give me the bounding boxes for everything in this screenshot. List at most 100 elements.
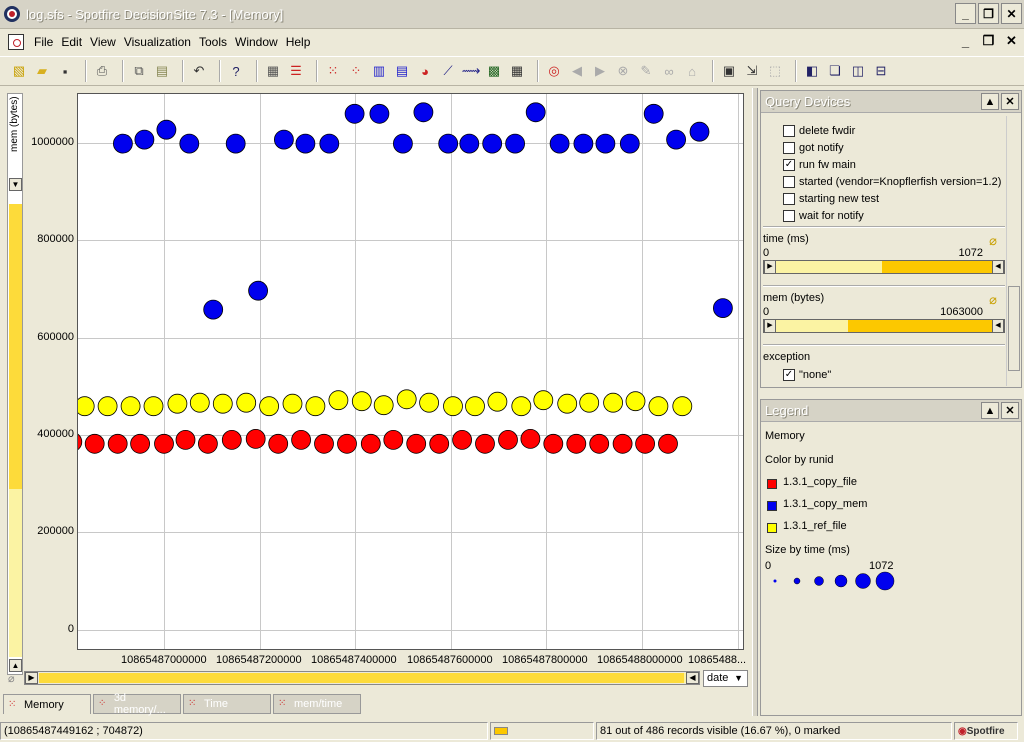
- data-point[interactable]: [438, 133, 459, 154]
- checkbox-row[interactable]: got notify: [783, 142, 844, 154]
- minimize-button[interactable]: _: [955, 3, 976, 24]
- list-icon[interactable]: ☰: [290, 63, 302, 78]
- pie-chart-icon[interactable]: ◕: [421, 63, 429, 79]
- home-icon[interactable]: ⌂: [688, 63, 696, 79]
- data-point[interactable]: [612, 433, 633, 454]
- data-point[interactable]: [573, 133, 594, 154]
- new-icon[interactable]: ▧: [12, 63, 26, 78]
- menu-help[interactable]: Help: [285, 35, 311, 49]
- document-icon[interactable]: [8, 34, 24, 50]
- data-point[interactable]: [203, 299, 224, 320]
- doc-restore-button[interactable]: ❐: [982, 33, 995, 48]
- data-point[interactable]: [520, 428, 541, 449]
- data-point[interactable]: [282, 393, 303, 414]
- data-point[interactable]: [273, 129, 294, 150]
- data-point[interactable]: [221, 429, 242, 450]
- link-icon[interactable]: ∞: [664, 63, 674, 79]
- data-point[interactable]: [648, 396, 669, 417]
- data-point[interactable]: [475, 433, 495, 454]
- query-devices-scrollbar[interactable]: [1006, 116, 1020, 386]
- data-point[interactable]: [351, 391, 372, 412]
- data-point[interactable]: [175, 429, 196, 450]
- cascade-icon[interactable]: ❏: [829, 63, 841, 78]
- tile-vertical-icon[interactable]: ◫: [851, 63, 865, 78]
- data-point[interactable]: [328, 390, 349, 411]
- data-point[interactable]: [713, 298, 733, 319]
- data-point[interactable]: [579, 392, 600, 413]
- checkbox[interactable]: ✓: [783, 369, 795, 381]
- data-point[interactable]: [291, 429, 312, 450]
- data-point[interactable]: [459, 133, 480, 154]
- scrollbar-thumb[interactable]: [1008, 286, 1020, 371]
- data-point[interactable]: [248, 280, 269, 301]
- data-point[interactable]: [197, 433, 218, 454]
- x-scroll-left-arrow[interactable]: ▶: [25, 672, 38, 684]
- tab-time[interactable]: ⁙ Time: [183, 694, 271, 714]
- data-point[interactable]: [113, 133, 133, 154]
- menu-edit[interactable]: Edit: [61, 35, 83, 49]
- legend-size-by[interactable]: Size by time (ms): [765, 544, 850, 556]
- print-icon[interactable]: ⎙: [96, 63, 108, 78]
- close-panel-button[interactable]: ✕: [1001, 93, 1019, 110]
- data-point[interactable]: [419, 392, 440, 413]
- collapse-button[interactable]: ▲: [981, 93, 999, 110]
- tile-horizontal-icon[interactable]: ⊟: [875, 63, 887, 78]
- checkbox[interactable]: [783, 125, 795, 137]
- paperclip-icon[interactable]: ⌀: [8, 673, 15, 685]
- collapse-button[interactable]: ▲: [981, 402, 999, 419]
- x-axis-selector[interactable]: date ▼: [703, 670, 748, 687]
- menu-tools[interactable]: Tools: [198, 35, 227, 49]
- data-point[interactable]: [525, 102, 546, 123]
- checkbox[interactable]: [783, 210, 795, 222]
- panel-splitter[interactable]: [752, 88, 758, 716]
- data-point[interactable]: [658, 433, 678, 454]
- data-point[interactable]: [443, 396, 463, 417]
- data-point[interactable]: [259, 396, 280, 417]
- data-point[interactable]: [635, 433, 655, 454]
- checkbox[interactable]: ✓: [783, 159, 795, 171]
- data-point[interactable]: [533, 390, 554, 411]
- data-point[interactable]: [589, 433, 610, 454]
- checkbox[interactable]: [783, 142, 795, 154]
- data-point[interactable]: [373, 395, 394, 416]
- data-point[interactable]: [595, 133, 616, 154]
- mem-range-slider[interactable]: ▶ ◀: [763, 319, 1005, 333]
- checkbox-row[interactable]: started (vendor=Knopflerfish version=1.2…: [783, 176, 1001, 188]
- data-point[interactable]: [643, 103, 664, 124]
- mark-icon[interactable]: ▣: [722, 63, 736, 78]
- time-range-slider[interactable]: ▶ ◀: [763, 260, 1005, 274]
- help-pointer-icon[interactable]: ?: [232, 63, 240, 79]
- data-point[interactable]: [268, 433, 289, 454]
- scatter-3d-icon[interactable]: ⁘: [350, 63, 362, 78]
- data-point[interactable]: [295, 133, 316, 154]
- data-point[interactable]: [549, 133, 570, 154]
- data-point[interactable]: [625, 391, 646, 412]
- heatmap-icon[interactable]: ▩: [487, 63, 501, 78]
- line-chart-icon[interactable]: ⟋: [443, 63, 453, 78]
- data-point[interactable]: [179, 133, 200, 154]
- paste-icon[interactable]: ▤: [155, 63, 169, 78]
- doc-close-button[interactable]: ✕: [1006, 33, 1017, 48]
- x-scroll-right-arrow[interactable]: ◀: [686, 672, 699, 684]
- data-point[interactable]: [505, 133, 526, 154]
- data-point[interactable]: [314, 433, 334, 454]
- data-point[interactable]: [189, 392, 210, 413]
- y-scroll-down-arrow[interactable]: ▲: [9, 659, 22, 672]
- data-point[interactable]: [360, 433, 381, 454]
- data-point[interactable]: [305, 396, 326, 417]
- data-point[interactable]: [543, 433, 564, 454]
- data-point[interactable]: [84, 433, 105, 454]
- range-left-arrow[interactable]: ▶: [764, 261, 776, 273]
- data-point[interactable]: [236, 392, 257, 413]
- data-point[interactable]: [78, 432, 83, 451]
- data-point[interactable]: [413, 102, 434, 123]
- tab-memory[interactable]: ⁙ Memory: [3, 694, 91, 714]
- reset-icon[interactable]: ↶: [193, 63, 205, 78]
- data-point[interactable]: [511, 396, 532, 417]
- data-point[interactable]: [344, 103, 365, 124]
- checkbox-row[interactable]: wait for notify: [783, 210, 864, 222]
- checkbox-row[interactable]: delete fwdir: [783, 125, 855, 137]
- y-axis-selector[interactable]: mem (bytes) ▼ ▲: [7, 93, 23, 675]
- data-point[interactable]: [383, 429, 404, 450]
- data-point[interactable]: [482, 133, 503, 154]
